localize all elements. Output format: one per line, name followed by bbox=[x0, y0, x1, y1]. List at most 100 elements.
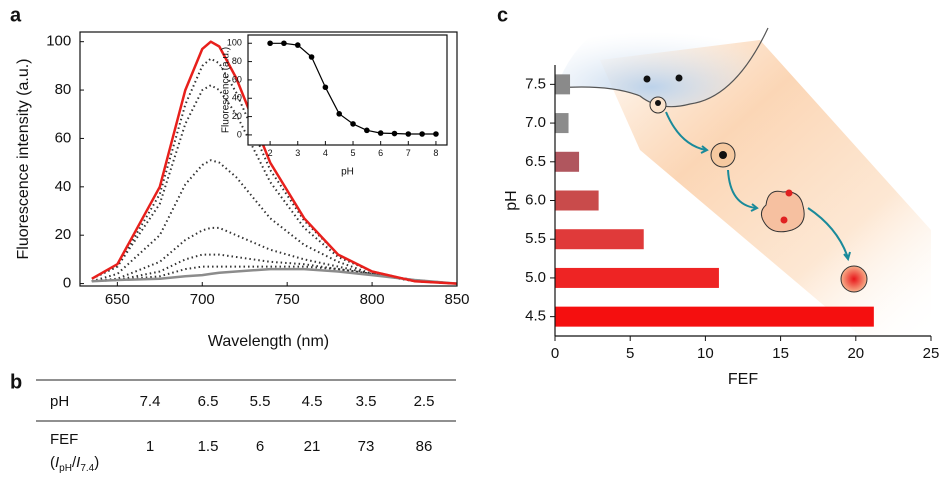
unit-part: ) bbox=[94, 454, 99, 471]
panel-label: b bbox=[10, 371, 22, 393]
data-point bbox=[433, 131, 439, 137]
data-point bbox=[308, 54, 315, 60]
spectrum-line bbox=[91, 84, 458, 285]
y-tick-label: 0 bbox=[237, 129, 242, 139]
probe bbox=[643, 75, 651, 83]
panel-label: c bbox=[497, 4, 508, 26]
x-tick-label: 2 bbox=[268, 148, 273, 158]
y-tick-label: 60 bbox=[232, 74, 242, 84]
bar bbox=[555, 229, 644, 250]
x-tick-label: 5 bbox=[351, 148, 356, 158]
table-row-label: FEF bbox=[50, 431, 78, 448]
table-cell: 73 bbox=[358, 438, 375, 455]
table-header: pH bbox=[50, 393, 69, 410]
arrows bbox=[665, 111, 851, 262]
data-point bbox=[294, 42, 301, 48]
y-tick-label: 20 bbox=[232, 111, 242, 121]
bar bbox=[555, 113, 569, 134]
x-tick-label: 3 bbox=[295, 148, 300, 158]
y-axis-label: pH bbox=[503, 190, 520, 210]
y-tick-label: 0 bbox=[63, 275, 71, 292]
spectrum-line bbox=[91, 226, 458, 285]
x-tick-label: 25 bbox=[923, 345, 940, 362]
spectrum-line bbox=[91, 267, 458, 285]
y-tick-label: 6.5 bbox=[525, 153, 546, 170]
unit-part: / bbox=[72, 454, 77, 471]
bar bbox=[555, 306, 874, 327]
unit-part: 7.4 bbox=[80, 463, 94, 474]
y-tick-label: 7.5 bbox=[525, 75, 546, 92]
plot-frame bbox=[247, 34, 448, 146]
x-tick-label: 700 bbox=[190, 291, 215, 308]
probe bbox=[719, 151, 727, 159]
data-point bbox=[281, 40, 287, 47]
plot-frame bbox=[79, 31, 458, 287]
x-tick-label: 5 bbox=[626, 345, 634, 362]
spectrum-line bbox=[91, 265, 458, 285]
data-point bbox=[267, 40, 273, 47]
x-tick-label: 8 bbox=[433, 148, 438, 158]
y-tick-label: 40 bbox=[55, 178, 72, 195]
y-tick-label: 100 bbox=[227, 38, 242, 48]
y-axis-label: Fluorescence (a.u.) bbox=[221, 47, 232, 133]
data-point bbox=[391, 130, 398, 137]
spectrum-line bbox=[91, 40, 458, 285]
y-tick-label: 40 bbox=[232, 93, 242, 103]
table-header: 5.5 bbox=[250, 393, 271, 410]
table-header: 7.4 bbox=[140, 393, 161, 410]
x-tick-label: 15 bbox=[772, 345, 789, 362]
y-tick-label: 20 bbox=[55, 226, 72, 243]
panel-label: a bbox=[10, 4, 22, 26]
data-point bbox=[322, 84, 329, 91]
bar bbox=[555, 151, 580, 172]
unit-part: pH bbox=[59, 463, 72, 474]
table-header: 3.5 bbox=[356, 393, 377, 410]
spectrum-line bbox=[91, 253, 458, 285]
table-cell: 86 bbox=[416, 438, 433, 455]
data-point bbox=[419, 131, 425, 137]
x-tick-label: 6 bbox=[378, 148, 383, 158]
x-tick-label: 750 bbox=[275, 291, 300, 308]
late-endosome bbox=[760, 190, 805, 233]
x-tick-label: 0 bbox=[551, 345, 559, 362]
acidity-gradient bbox=[600, 40, 931, 336]
probe bbox=[655, 100, 661, 106]
bar bbox=[555, 190, 599, 211]
x-tick-label: 4 bbox=[323, 148, 328, 158]
x-tick-label: 10 bbox=[697, 345, 714, 362]
x-tick-label: 20 bbox=[847, 345, 864, 362]
probe bbox=[675, 74, 683, 82]
x-axis-label: pH bbox=[341, 167, 354, 178]
unit-part: I bbox=[55, 454, 59, 471]
x-tick-label: 850 bbox=[444, 291, 469, 308]
data-point bbox=[377, 130, 384, 136]
data-point bbox=[364, 127, 370, 134]
y-axis-label: Fluorescence intensity (a.u.) bbox=[15, 59, 32, 260]
x-axis-label: Wavelength (nm) bbox=[208, 333, 329, 350]
probe bbox=[780, 216, 788, 224]
bar bbox=[555, 267, 719, 288]
y-tick-label: 6.0 bbox=[525, 191, 546, 208]
probe bbox=[785, 189, 793, 197]
unit-part: I bbox=[76, 454, 80, 471]
data-point bbox=[336, 111, 343, 117]
lysosome bbox=[840, 265, 868, 293]
y-tick-label: 4.5 bbox=[525, 308, 546, 325]
bar bbox=[555, 74, 571, 95]
table-row-unit: (IpH/I7.4) bbox=[50, 454, 99, 474]
inset-background bbox=[248, 35, 447, 145]
unit-part: ( bbox=[50, 454, 55, 471]
table-cell: 1 bbox=[146, 438, 154, 455]
x-axis-label: FEF bbox=[728, 371, 758, 388]
y-tick-label: 80 bbox=[55, 81, 72, 98]
table-header: 6.5 bbox=[198, 393, 219, 410]
extracellular-region bbox=[556, 28, 768, 107]
table-cell: 6 bbox=[256, 438, 264, 455]
x-tick-label: 7 bbox=[406, 148, 411, 158]
x-tick-label: 800 bbox=[360, 291, 385, 308]
y-tick-label: 5.0 bbox=[525, 269, 546, 286]
table-cell: 21 bbox=[304, 438, 321, 455]
table-header: 4.5 bbox=[302, 393, 323, 410]
table-header: 2.5 bbox=[414, 393, 435, 410]
